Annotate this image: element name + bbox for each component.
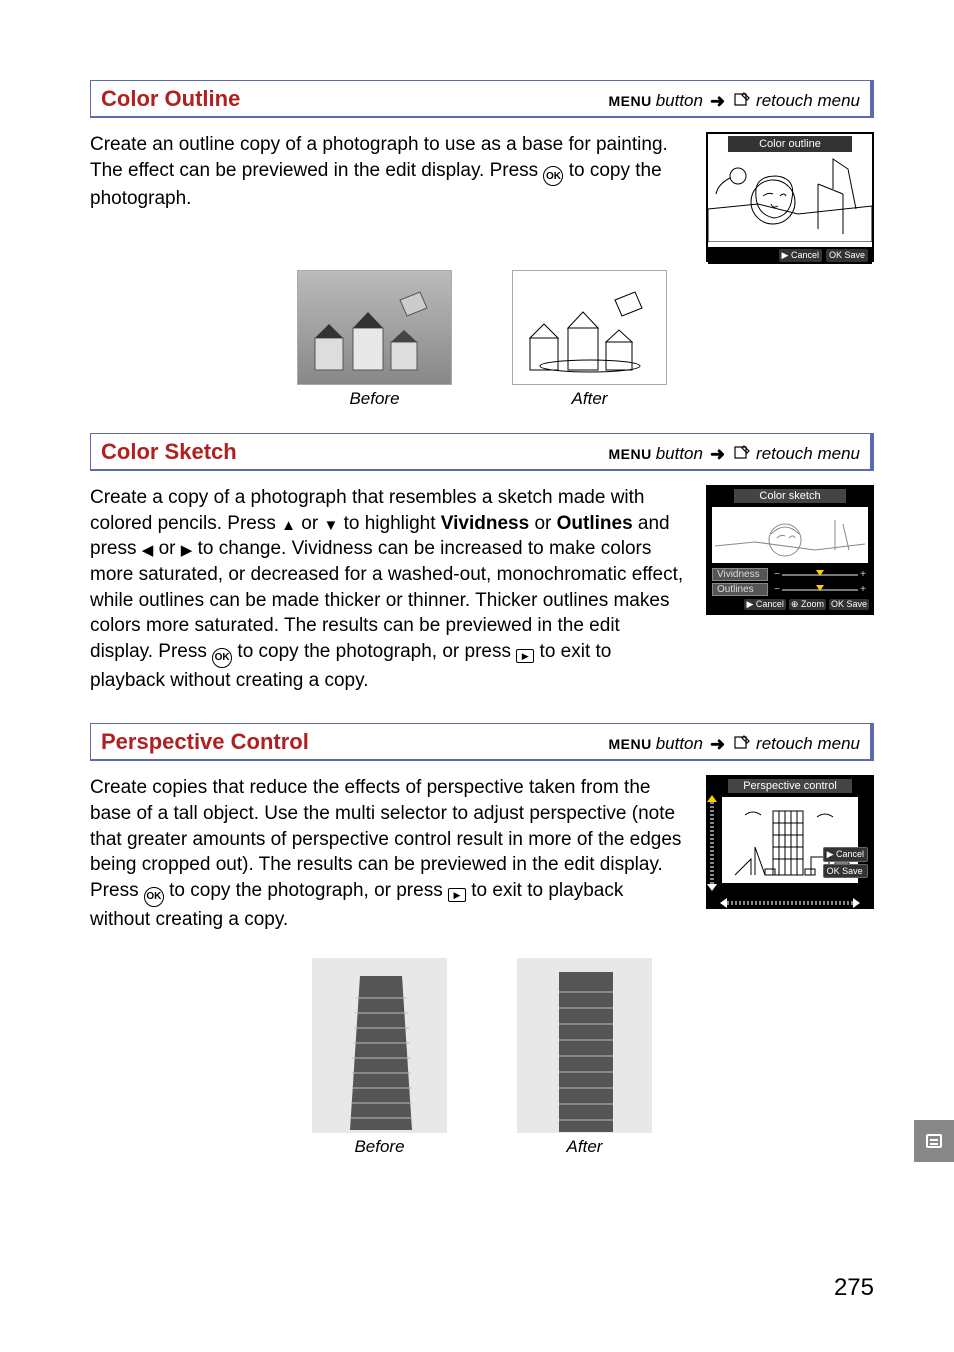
menu-button-text: button	[656, 734, 703, 754]
pc-vertical-control[interactable]	[708, 795, 716, 891]
arrow-icon: ➜	[710, 91, 725, 112]
cs-cancel-btn[interactable]: ▶ Cancel	[744, 599, 785, 610]
pc-cancel-btn[interactable]: ▶ Cancel	[823, 847, 868, 862]
menu-target: retouch menu	[756, 91, 860, 111]
slider-label-vividness: Vividness	[712, 568, 768, 581]
after-caption-pc: After	[517, 1137, 652, 1157]
screen-bottom-bar: ▶ Cancel OK Save	[708, 247, 872, 264]
title-perspective: Perspective Control	[101, 729, 309, 755]
title-color-outline: Color Outline	[101, 86, 240, 112]
menu-label: MENU	[608, 736, 651, 752]
menu-label: MENU	[608, 446, 651, 462]
color-outline-body: Create an outline copy of a photograph t…	[90, 132, 688, 212]
before-image-perspective	[312, 958, 447, 1133]
vividness-label: Vividness	[441, 513, 529, 534]
cs-bottom-bar: ▶ Cancel ⊕ Zoom OK Save	[708, 597, 872, 612]
color-outline-screen: Color outline ▶ Cancel OK Save	[706, 132, 874, 262]
save-btn[interactable]: OK Save	[826, 249, 868, 262]
txt: to copy the photograph, or press	[232, 641, 516, 662]
retouch-icon	[734, 734, 750, 754]
cs-preview	[712, 507, 868, 563]
menu-button-text: button	[656, 91, 703, 111]
vividness-slider-row[interactable]: Vividness −+	[708, 567, 872, 582]
cancel-btn[interactable]: ▶ Cancel	[779, 249, 822, 262]
color-sketch-body: Create a copy of a photograph that resem…	[90, 485, 688, 693]
menu-target: retouch menu	[756, 734, 860, 754]
cs-save-btn[interactable]: OK Save	[829, 599, 869, 610]
screen-title: Color outline	[728, 136, 852, 152]
ok-icon: OK	[543, 166, 563, 186]
pc-screen-title: Perspective control	[728, 779, 852, 793]
left-triangle-icon: ◀	[142, 542, 154, 559]
side-tab-menu-icon	[914, 1120, 954, 1162]
after-image-outline	[512, 270, 667, 385]
title-color-sketch: Color Sketch	[101, 439, 237, 465]
after-image-perspective	[517, 958, 652, 1133]
menu-path-perspective: MENU button ➜ retouch menu	[608, 734, 860, 755]
pc-buttons: ▶ Cancel OK Save	[823, 847, 868, 878]
menu-path-color-outline: MENU button ➜ retouch menu	[608, 91, 860, 112]
txt: or	[153, 538, 180, 559]
ok-icon: OK	[144, 887, 164, 907]
menu-path-color-sketch: MENU button ➜ retouch menu	[608, 444, 860, 465]
ok-icon: OK	[212, 648, 232, 668]
after-caption: After	[512, 389, 667, 409]
perspective-body: Create copies that reduce the effects of…	[90, 775, 688, 932]
txt: to copy the photograph, or press	[164, 880, 448, 901]
right-triangle-icon: ▶	[181, 542, 193, 559]
color-sketch-screen: Color sketch Vividness −+ Outlines −+	[706, 485, 874, 615]
cs-zoom-btn[interactable]: ⊕ Zoom	[789, 599, 826, 610]
menu-button-text: button	[656, 444, 703, 464]
retouch-icon	[734, 91, 750, 111]
section-header-perspective: Perspective Control MENU button ➜ retouc…	[90, 723, 874, 761]
playback-icon: ▶	[516, 649, 534, 663]
down-triangle-icon: ▼	[323, 517, 338, 534]
retouch-icon	[734, 444, 750, 464]
outlines-label: Outlines	[557, 513, 633, 534]
outlines-slider-row[interactable]: Outlines −+	[708, 582, 872, 597]
perspective-screen: Perspective control	[706, 775, 874, 909]
pc-save-btn[interactable]: OK Save	[823, 864, 868, 878]
cs-screen-title: Color sketch	[734, 489, 846, 503]
outline-preview-svg	[708, 154, 872, 242]
menu-label: MENU	[608, 93, 651, 109]
page-number: 275	[834, 1274, 874, 1302]
pc-horizontal-control[interactable]	[720, 899, 860, 907]
txt: or	[529, 513, 556, 534]
before-caption-pc: Before	[312, 1137, 447, 1157]
before-image-outline	[297, 270, 452, 385]
slider-label-outlines: Outlines	[712, 583, 768, 596]
arrow-icon: ➜	[710, 734, 725, 755]
section-header-color-outline: Color Outline MENU button ➜ retouch menu	[90, 80, 874, 118]
up-triangle-icon: ▲	[281, 517, 296, 534]
before-after-row-outline: Before After	[90, 270, 874, 409]
txt: to highlight	[338, 513, 440, 534]
before-after-row-perspective: Before After	[90, 958, 874, 1157]
before-caption: Before	[297, 389, 452, 409]
menu-target: retouch menu	[756, 444, 860, 464]
section-header-color-sketch: Color Sketch MENU button ➜ retouch menu	[90, 433, 874, 471]
playback-icon: ▶	[448, 888, 466, 902]
arrow-icon: ➜	[710, 444, 725, 465]
txt: or	[296, 513, 323, 534]
